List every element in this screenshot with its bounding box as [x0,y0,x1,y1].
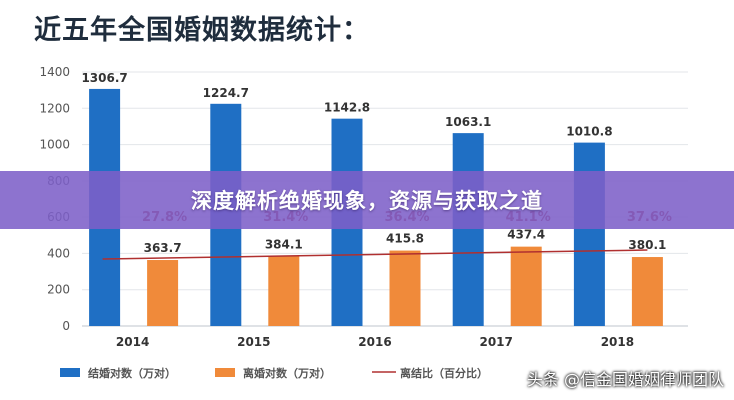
chart-title: 近五年全国婚姻数据统计： [34,15,370,46]
x-tick-label: 2018 [601,335,634,349]
data-label-marriage: 1063.1 [445,115,491,129]
data-label-marriage: 1142.8 [324,101,370,115]
legend-swatch [215,368,235,377]
y-tick-label: 0 [62,319,70,333]
y-tick-label: 1200 [39,101,70,115]
x-tick-label: 2016 [358,335,391,349]
legend-label: 结婚对数（万对） [87,366,176,380]
data-label-divorce: 363.7 [144,241,182,255]
data-label-divorce: 380.1 [628,238,666,252]
bar-divorce [510,246,542,326]
data-label-marriage: 1010.8 [566,125,612,139]
bar-divorce [147,260,179,326]
watermark: 头条 @信金国婚姻律师团队 [526,370,724,389]
banner-text: 深度解析绝婚现象，资源与获取之道 [191,189,543,213]
data-label-divorce: 415.8 [386,232,424,246]
x-tick-label: 2017 [479,335,512,349]
legend-label: 离结比（百分比） [400,366,488,380]
x-tick-label: 2015 [237,335,270,349]
y-tick-label: 1000 [39,138,70,152]
y-tick-label: 200 [47,283,70,297]
legend-swatch [60,368,80,377]
data-label-divorce: 384.1 [265,237,303,251]
data-label-marriage: 1306.7 [81,71,127,85]
legend-label: 离婚对数（万对） [243,366,331,380]
y-tick-label: 1400 [39,65,70,79]
bar-divorce [631,257,663,326]
data-label-marriage: 1224.7 [203,86,249,100]
y-tick-label: 400 [47,246,70,260]
bar-divorce [268,256,300,326]
ratio-line [102,249,648,260]
x-tick-label: 2014 [116,335,149,349]
bar-divorce [389,250,421,326]
overlay-banner: 深度解析绝婚现象，资源与获取之道 [0,171,734,229]
data-label-divorce: 437.4 [507,228,545,242]
bar-marriage [452,133,484,326]
